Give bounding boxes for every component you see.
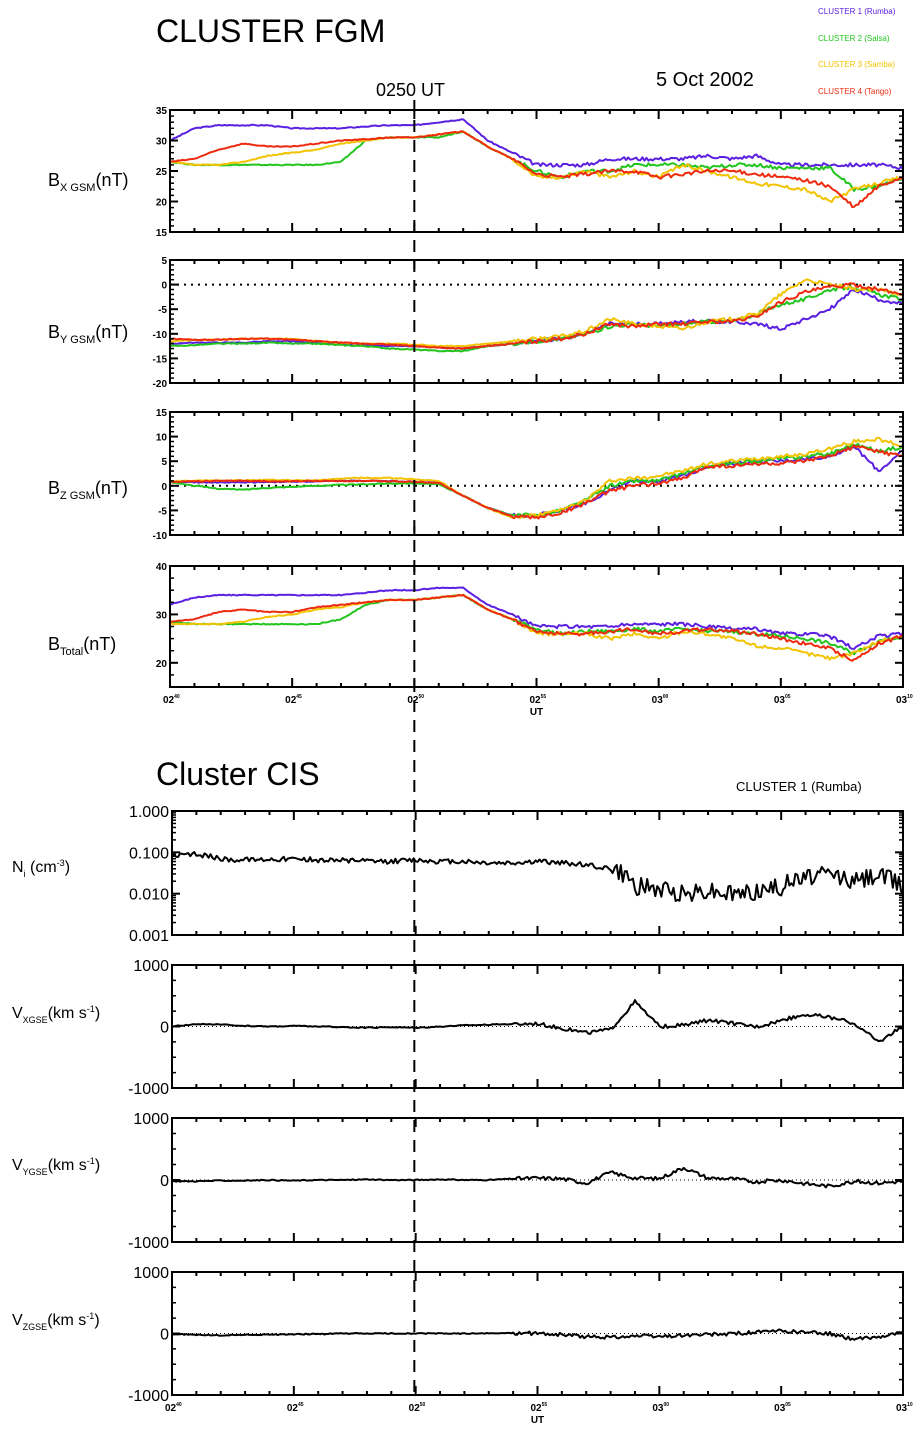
by-ytick-label-3: -5: [158, 305, 167, 316]
panel-vy: -1000 0 1000 VYGSE(km s-1): [12, 1111, 904, 1252]
bz-ytick-label-0: -10: [153, 531, 168, 542]
bx-series-2: [169, 130, 904, 204]
vx-ytick-label-1: 0: [160, 1020, 169, 1037]
vz-ylabel: VZGSE(km s-1): [12, 1311, 100, 1332]
vz-ytick-label-0: -1000: [128, 1388, 169, 1405]
bz-ytick-label-2: 0: [161, 482, 167, 493]
vx-ytick-label-0: -1000: [128, 1081, 169, 1098]
ni-ytick-label-0: 0.001: [129, 928, 169, 945]
by-ytick-label-2: -10: [153, 330, 168, 341]
bz-ylabel: BZ GSM(nT): [48, 478, 128, 502]
bt-ylabel: BTotal(nT): [48, 634, 116, 658]
bz-series-2: [169, 436, 904, 520]
vy-ytick-label-0: -1000: [128, 1235, 169, 1252]
x-tick-label-6: 0310: [896, 1402, 913, 1414]
fgm-time-axis: 0240 0245 0250 0255 0300 0305 0310 UT: [163, 694, 913, 718]
bt-axes-frame: [169, 565, 904, 688]
bz-ytick-label-5: 15: [156, 408, 168, 419]
by-ytick-label-5: 5: [161, 256, 167, 267]
x-tick-label-0: 0240: [165, 1402, 182, 1414]
by-ylabel: BY GSM(nT): [48, 322, 128, 346]
fgm-legend: CLUSTER 1 (Rumba) CLUSTER 2 (Salsa) CLUS…: [818, 7, 896, 96]
bz-series-3: [169, 444, 904, 520]
panel-vx: -1000 0 1000 VXGSE(km s-1): [12, 958, 904, 1098]
vz-series-0: [171, 1328, 904, 1341]
vz-ytick-label-2: 1000: [133, 1265, 169, 1282]
legend-entry-tango: CLUSTER 4 (Tango): [818, 87, 892, 96]
x-tick-label-4: 0300: [652, 694, 669, 706]
event-time-label: 0250 UT: [376, 80, 445, 100]
bx-series-3: [169, 130, 904, 208]
x-tick-label-5: 0305: [774, 1402, 791, 1414]
bz-series-1: [169, 442, 904, 518]
bt-series-3: [169, 593, 904, 662]
legend-entry-salsa: CLUSTER 2 (Salsa): [818, 34, 890, 43]
vx-series-0: [171, 999, 904, 1043]
panel-bx: 15 20 25 30 35 BX GSM(nT): [48, 106, 904, 239]
vy-ytick-label-2: 1000: [133, 1111, 169, 1128]
legend-entry-samba: CLUSTER 3 (Samba): [818, 60, 895, 69]
by-series-3: [169, 282, 904, 350]
ni-ylabel: Ni (cm-3): [12, 858, 70, 879]
panel-bt: 20 30 40 BTotal(nT): [48, 562, 904, 688]
panel-ni: 0.001 0.010 0.100 1.000 Ni (cm-3): [12, 804, 904, 945]
bt-ytick-label-2: 40: [156, 562, 168, 573]
vy-series-0: [171, 1166, 904, 1189]
bt-series-1: [169, 593, 904, 656]
x-tick-label-4: 0300: [652, 1402, 669, 1414]
x-axis-label: UT: [530, 707, 543, 718]
bx-series-1: [169, 130, 904, 192]
ni-ytick-label-1: 0.010: [129, 887, 169, 904]
x-tick-label-2: 0250: [409, 1402, 426, 1414]
bt-ytick-label-1: 30: [156, 610, 168, 621]
panel-vz: -1000 0 1000 VZGSE(km s-1): [12, 1265, 904, 1405]
bt-series-0: [169, 586, 904, 650]
bz-ytick-label-1: -5: [158, 506, 167, 517]
by-axes-frame: [169, 259, 904, 384]
ni-ytick-label-3: 1.000: [129, 804, 169, 821]
vx-ylabel: VXGSE(km s-1): [12, 1004, 100, 1025]
cis-time-axis: 0240 0245 0250 0255 0300 0305 0310 UT: [165, 1402, 913, 1426]
x-tick-label-2: 0250: [407, 694, 424, 706]
bt-ytick-label-0: 20: [156, 659, 168, 670]
by-ytick-label-4: 0: [161, 281, 167, 292]
by-series-2: [169, 278, 904, 348]
bz-ytick-label-4: 10: [156, 433, 168, 444]
fgm-date: 5 Oct 2002: [656, 69, 754, 91]
bx-series-0: [169, 118, 904, 171]
vx-ytick-label-2: 1000: [133, 958, 169, 975]
ni-ytick-label-2: 0.100: [129, 845, 169, 862]
x-tick-label-5: 0305: [774, 694, 791, 706]
by-ytick-label-0: -20: [153, 379, 168, 390]
bt-series-2: [169, 593, 904, 661]
bx-ylabel: BX GSM(nT): [48, 170, 128, 194]
x-tick-label-0: 0240: [163, 694, 180, 706]
fgm-title: CLUSTER FGM: [156, 13, 385, 49]
bx-ytick-label-4: 35: [156, 106, 168, 117]
bx-ytick-label-1: 20: [156, 198, 168, 209]
bx-ytick-label-0: 15: [156, 228, 168, 239]
x-tick-label-3: 0255: [531, 1402, 548, 1414]
ni-series-0: [171, 851, 904, 902]
cis-title: Cluster CIS: [156, 756, 320, 792]
panels: 15 20 25 30 35 BX GSM(nT) -20 -15 -10 -5 0 5 BY GSM(…: [12, 106, 913, 1426]
bz-ytick-label-3: 5: [161, 457, 167, 468]
vy-ytick-label-1: 0: [160, 1173, 169, 1190]
by-ytick-label-1: -15: [153, 354, 168, 365]
vy-ylabel: VYGSE(km s-1): [12, 1156, 100, 1177]
x-tick-label-1: 0245: [287, 1402, 304, 1414]
bx-ytick-label-3: 30: [156, 137, 168, 148]
x-axis-label: UT: [531, 1415, 544, 1426]
vz-ytick-label-1: 0: [160, 1327, 169, 1344]
panel-bz: -10 -5 0 5 10 15 BZ GSM(nT): [48, 408, 904, 542]
ni-axes-frame: [171, 810, 904, 936]
legend-entry-rumba: CLUSTER 1 (Rumba): [818, 7, 896, 16]
x-tick-label-6: 0310: [896, 694, 913, 706]
bx-ytick-label-2: 25: [156, 167, 168, 178]
x-tick-label-3: 0255: [530, 694, 547, 706]
cis-spacecraft-label: CLUSTER 1 (Rumba): [736, 779, 862, 794]
panel-by: -20 -15 -10 -5 0 5 BY GSM(nT): [48, 256, 904, 390]
x-tick-label-1: 0245: [285, 694, 302, 706]
